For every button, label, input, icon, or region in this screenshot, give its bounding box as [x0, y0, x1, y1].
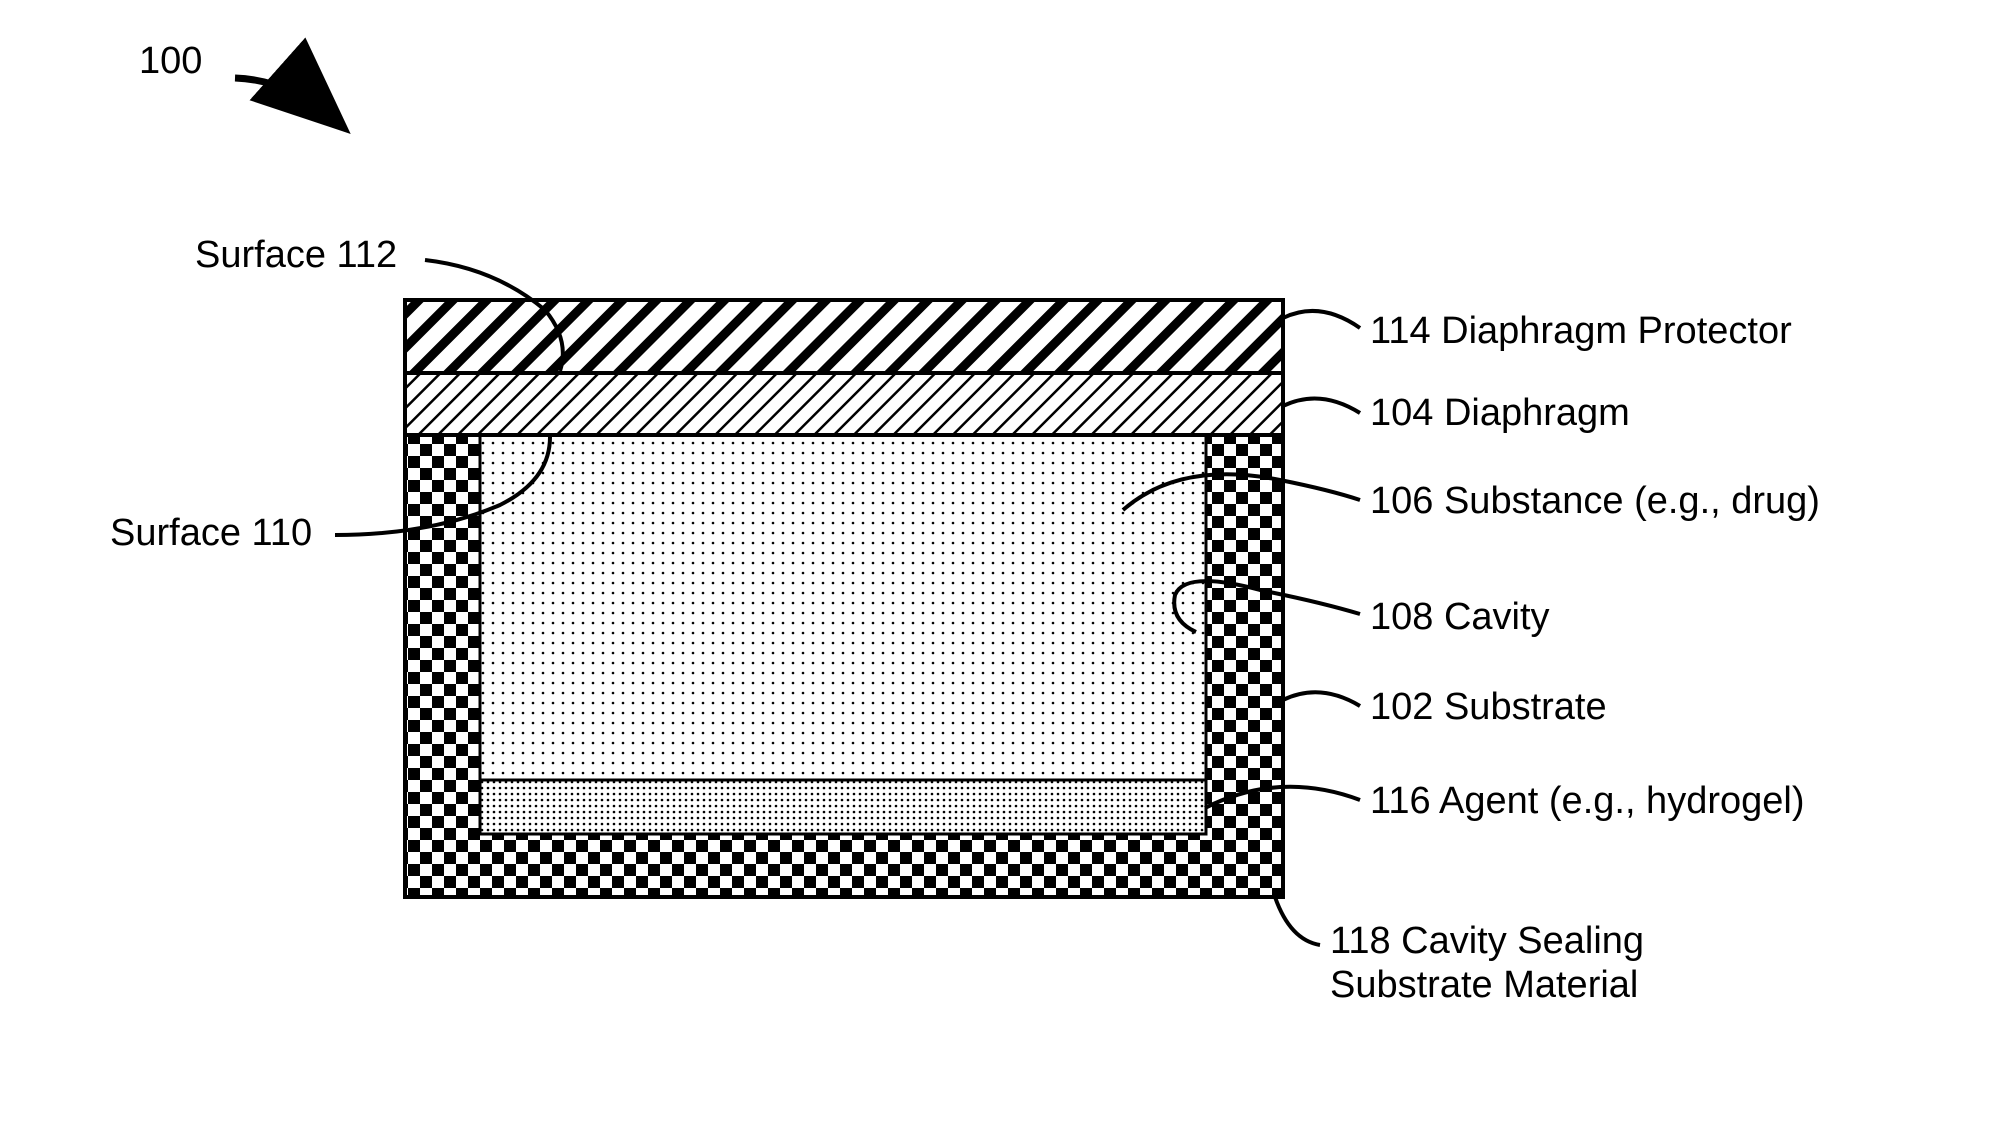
layer-protector [405, 300, 1283, 373]
layer-diaphragm [405, 373, 1283, 435]
label-diaphragm: 104 Diaphragm [1370, 392, 1630, 435]
diagram-stage: 100 Surface 112 Surface 110 114 Diaphrag… [0, 0, 2005, 1123]
label-sealing: 118 Cavity SealingSubstrate Material [1330, 920, 1830, 1007]
leader-sealing [1275, 897, 1320, 945]
label-protector: 114 Diaphragm Protector [1370, 310, 1792, 353]
label-substance: 106 Substance (e.g., drug) [1370, 480, 1820, 523]
label-agent: 116 Agent (e.g., hydrogel) [1370, 780, 1804, 823]
leader-substrate [1283, 692, 1360, 706]
ref-arrow [235, 78, 335, 120]
label-cavity: 108 Cavity [1370, 596, 1550, 639]
leader-protector [1283, 311, 1360, 328]
layer-agent [480, 780, 1206, 834]
leader-diaphragm [1283, 398, 1360, 413]
label-substrate: 102 Substrate [1370, 686, 1607, 729]
label-surface-112: Surface 112 [195, 234, 397, 277]
layer-substance [480, 435, 1206, 780]
label-ref-100: 100 [139, 40, 202, 83]
label-surface-110: Surface 110 [110, 512, 312, 555]
